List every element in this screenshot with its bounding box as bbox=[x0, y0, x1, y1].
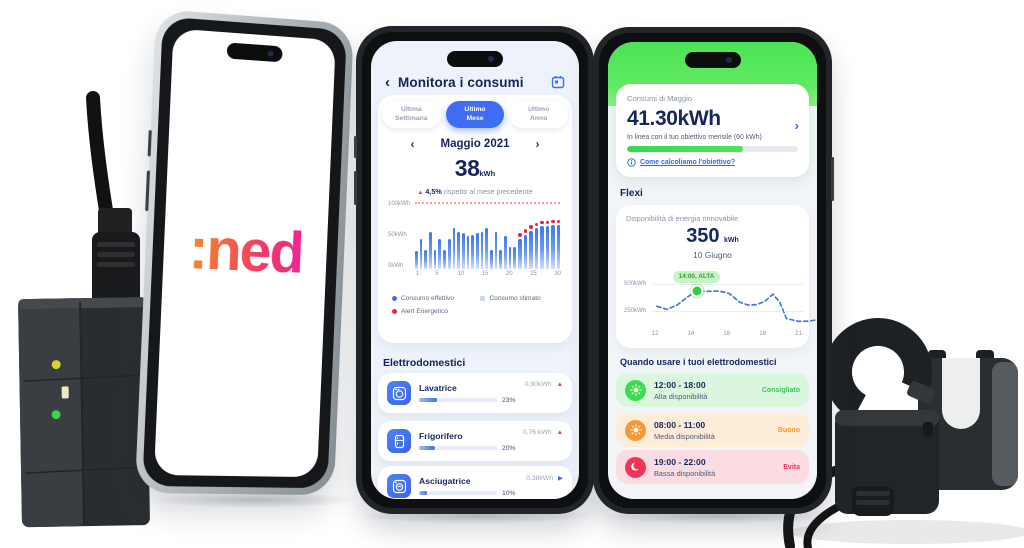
consumption-screen: ‹ Monitora i consumi Ultima Settimana bbox=[371, 41, 579, 499]
sun-icon bbox=[625, 379, 646, 401]
flexi-line-chart: 12 14 16 18 21 500kWh 250kWh 14:00, ALTA bbox=[624, 270, 817, 339]
chart-legend: Consumo effettivo Consumo stimato bbox=[392, 295, 562, 321]
next-month-button[interactable]: › bbox=[535, 137, 540, 151]
legend-square-light bbox=[480, 296, 486, 301]
dynamic-island bbox=[684, 52, 741, 68]
highlight-point bbox=[690, 284, 704, 298]
month-label: Maggio 2021 bbox=[440, 138, 510, 150]
progress-track bbox=[419, 446, 497, 450]
shadow bbox=[150, 492, 360, 508]
goal-progress-track bbox=[627, 146, 798, 152]
dryer-icon bbox=[387, 474, 411, 498]
header: ‹ Monitora i consumi bbox=[371, 71, 579, 93]
badge-consigliato: Consigliato bbox=[761, 386, 800, 394]
appliance-card-frigorifero[interactable]: Frigorifero 20% 0,76 kWh ▲ bbox=[378, 421, 572, 461]
ct-clamp-right bbox=[918, 350, 1018, 490]
alert-threshold-line bbox=[415, 202, 560, 204]
dynamic-island bbox=[447, 51, 503, 67]
flexi-line bbox=[656, 290, 817, 323]
slot-buono: 08:00 - 11:00 Media disponibilità Buono bbox=[616, 413, 809, 447]
monthly-summary-card[interactable]: Consumi di Maggio 41.30kWh › In linea co… bbox=[616, 84, 809, 177]
bar-chart: 100kWh 50kWh 0kWh 1 5 10 15 20 25 30 Consumo eff… bbox=[388, 201, 562, 315]
info-icon bbox=[627, 158, 636, 167]
washing-machine-icon bbox=[387, 381, 411, 405]
dynamic-island bbox=[226, 42, 283, 63]
objective-info-link[interactable]: Come calcoliamo l'obiettivo? bbox=[640, 159, 736, 166]
appliance-card-lavatrice[interactable]: Lavatrice 23% 0,90kWh ▲ bbox=[378, 373, 572, 413]
ned-logo: :ned bbox=[187, 215, 304, 286]
month-nav: ‹ Maggio 2021 › bbox=[378, 137, 572, 151]
usage-title: Quando usare i tuoi elettrodomestici bbox=[620, 357, 777, 367]
calendar-icon[interactable] bbox=[551, 75, 565, 89]
chevron-right-icon[interactable]: › bbox=[794, 118, 799, 133]
legend-dot-red bbox=[392, 309, 397, 314]
flexi-xticks: 12 14 16 18 21 bbox=[651, 331, 802, 337]
page-title: Monitora i consumi bbox=[398, 74, 524, 90]
trend-up-icon: ▲ bbox=[556, 381, 563, 388]
ct-clamp-left bbox=[824, 318, 939, 516]
flexi-title: Flexi bbox=[620, 188, 643, 199]
total-consumption: 38kWh bbox=[454, 155, 496, 181]
bar-chart-yticks: 100kWh 50kWh 0kWh bbox=[388, 201, 411, 269]
tab-ultimo-anno[interactable]: Ultimo Anno bbox=[509, 101, 569, 128]
splash-screen: :ned bbox=[153, 28, 336, 478]
label-window bbox=[61, 386, 69, 399]
tab-ultima-settimana[interactable]: Ultima Settimana bbox=[382, 101, 441, 128]
bar-chart-xticks: 1 5 10 15 20 25 30 bbox=[415, 271, 561, 277]
appliances-title: Elettrodomestici bbox=[383, 357, 466, 369]
delta-row: ▲ 4,5% rispetto al mese precedente bbox=[417, 187, 533, 196]
energy-monitor-device bbox=[18, 91, 157, 528]
bar-chart-bars bbox=[415, 203, 561, 269]
up-arrow-icon: ▲ bbox=[417, 190, 424, 196]
flexi-card: Disponibilità di energia rinnovabile 350… bbox=[616, 205, 817, 348]
fridge-icon bbox=[387, 429, 411, 453]
dashboard-screen: Consumi di Maggio 41.30kWh › In linea co… bbox=[608, 42, 817, 499]
slot-consigliato: 12:00 - 18:00 Alta disponibilità Consigl… bbox=[616, 373, 809, 407]
progress-track bbox=[419, 398, 497, 402]
sun-icon bbox=[625, 419, 646, 441]
status-led-green bbox=[51, 410, 61, 420]
tab-ultimo-mese[interactable]: Ultimo Mese bbox=[445, 101, 505, 128]
phone-left: :ned bbox=[134, 8, 354, 496]
trend-flat-icon: ▶ bbox=[558, 475, 563, 482]
period-tabs: Ultima Settimana Ultimo Mese Ultimo Anno bbox=[382, 101, 569, 128]
moon-icon bbox=[625, 456, 646, 478]
goal-progress-fill bbox=[627, 146, 744, 152]
legend-dot-blue bbox=[392, 296, 397, 301]
phone-right: Consumi di Maggio 41.30kWh › In linea co… bbox=[593, 27, 834, 514]
trend-up-icon: ▲ bbox=[556, 429, 563, 436]
badge-evita: Evita bbox=[783, 463, 800, 471]
appliance-card-asciugatrice[interactable]: Asciugatrice 10% 0,38kWh ▶ bbox=[378, 466, 572, 499]
bar-chart-plot bbox=[415, 202, 561, 269]
progress-track bbox=[419, 491, 497, 495]
phone-middle: ‹ Monitora i consumi Ultima Settimana bbox=[354, 26, 596, 514]
highlight-tooltip: 14:00, ALTA bbox=[672, 270, 721, 283]
back-button[interactable]: ‹ bbox=[385, 73, 390, 91]
consumption-card: Ultima Settimana Ultimo Mese Ultimo Anno bbox=[378, 95, 572, 343]
status-led-yellow bbox=[51, 360, 61, 370]
slot-evita: 19:00 - 22:00 Bassa disponibilità Evita bbox=[616, 450, 809, 484]
prev-month-button[interactable]: ‹ bbox=[410, 137, 415, 151]
badge-buono: Buono bbox=[777, 426, 800, 434]
